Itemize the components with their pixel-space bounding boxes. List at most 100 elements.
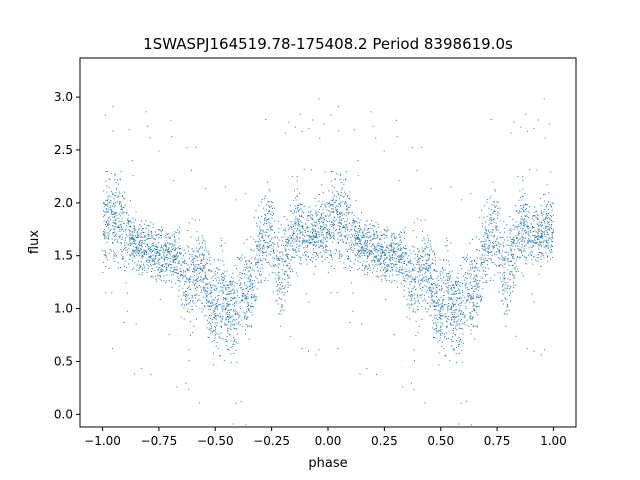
data-point bbox=[180, 252, 182, 254]
data-point bbox=[337, 205, 339, 207]
data-point bbox=[295, 216, 297, 218]
data-point bbox=[346, 225, 348, 227]
data-point bbox=[533, 215, 535, 216]
data-point bbox=[496, 205, 498, 207]
data-point bbox=[312, 215, 314, 217]
data-point bbox=[113, 255, 115, 257]
data-point bbox=[332, 200, 334, 202]
data-point bbox=[426, 302, 428, 304]
data-point bbox=[418, 299, 419, 301]
data-point bbox=[501, 290, 503, 291]
data-point bbox=[545, 226, 547, 228]
data-point bbox=[235, 311, 237, 313]
data-point bbox=[314, 243, 316, 245]
data-point bbox=[287, 254, 289, 256]
data-point bbox=[290, 211, 292, 213]
data-point bbox=[211, 287, 213, 289]
data-point bbox=[436, 305, 438, 307]
data-point bbox=[437, 319, 439, 320]
data-point bbox=[434, 259, 436, 261]
data-point bbox=[168, 265, 170, 267]
data-point bbox=[423, 251, 425, 253]
data-point bbox=[212, 275, 214, 277]
data-point bbox=[545, 206, 547, 208]
data-point bbox=[493, 242, 494, 244]
data-point bbox=[538, 248, 540, 250]
data-point bbox=[105, 180, 107, 182]
data-point bbox=[277, 277, 279, 279]
data-point bbox=[288, 258, 289, 260]
data-point bbox=[415, 236, 417, 238]
data-point bbox=[341, 235, 343, 237]
data-point bbox=[447, 293, 449, 295]
data-point bbox=[159, 255, 161, 257]
data-point bbox=[437, 302, 439, 304]
data-point bbox=[287, 282, 289, 284]
data-point bbox=[151, 234, 153, 236]
data-point bbox=[451, 305, 452, 307]
data-point bbox=[466, 254, 468, 256]
data-point bbox=[245, 285, 247, 287]
data-point bbox=[489, 280, 491, 281]
data-point bbox=[222, 337, 224, 339]
data-point bbox=[277, 293, 278, 295]
data-point bbox=[519, 221, 521, 223]
data-point bbox=[468, 288, 470, 290]
data-point bbox=[223, 273, 225, 275]
data-point bbox=[271, 248, 273, 250]
data-point bbox=[120, 209, 122, 211]
data-point bbox=[125, 233, 127, 235]
data-point bbox=[484, 243, 486, 245]
data-point bbox=[173, 259, 175, 261]
data-point bbox=[384, 252, 386, 254]
data-point bbox=[203, 265, 205, 267]
data-point bbox=[176, 273, 178, 274]
data-point bbox=[183, 276, 184, 278]
data-point bbox=[433, 322, 435, 324]
data-point bbox=[262, 248, 264, 250]
data-point bbox=[217, 277, 219, 278]
data-point bbox=[223, 278, 225, 280]
data-point bbox=[250, 275, 252, 277]
data-point bbox=[130, 200, 131, 202]
data-point bbox=[409, 283, 411, 285]
data-point bbox=[329, 234, 331, 236]
data-point bbox=[112, 205, 113, 207]
data-point bbox=[427, 270, 429, 272]
data-point bbox=[315, 233, 317, 235]
data-point bbox=[197, 268, 199, 270]
data-point bbox=[117, 262, 119, 264]
data-point bbox=[308, 235, 310, 237]
data-point bbox=[207, 287, 209, 289]
data-point bbox=[155, 255, 157, 257]
scatter-points bbox=[102, 98, 554, 426]
data-point bbox=[425, 246, 427, 248]
data-point bbox=[446, 321, 448, 323]
data-point bbox=[395, 269, 397, 271]
data-point bbox=[253, 238, 255, 240]
data-point bbox=[359, 230, 360, 232]
data-point bbox=[288, 240, 290, 242]
data-point bbox=[139, 267, 141, 269]
data-point bbox=[461, 282, 463, 284]
data-point bbox=[426, 259, 428, 261]
data-point bbox=[177, 256, 178, 258]
data-point bbox=[202, 265, 204, 266]
data-point bbox=[296, 230, 298, 232]
data-point bbox=[428, 287, 430, 289]
data-point bbox=[347, 258, 348, 260]
data-point bbox=[183, 249, 185, 251]
data-point bbox=[473, 277, 475, 279]
data-point bbox=[354, 226, 356, 228]
data-point bbox=[142, 255, 143, 257]
data-point bbox=[474, 275, 476, 277]
data-point bbox=[205, 289, 206, 291]
data-point bbox=[433, 308, 435, 310]
data-point bbox=[132, 249, 134, 251]
data-point bbox=[374, 255, 376, 257]
data-point bbox=[285, 240, 287, 242]
data-point bbox=[383, 262, 385, 264]
data-point bbox=[330, 180, 332, 182]
data-point bbox=[298, 204, 299, 206]
data-point bbox=[507, 303, 508, 305]
